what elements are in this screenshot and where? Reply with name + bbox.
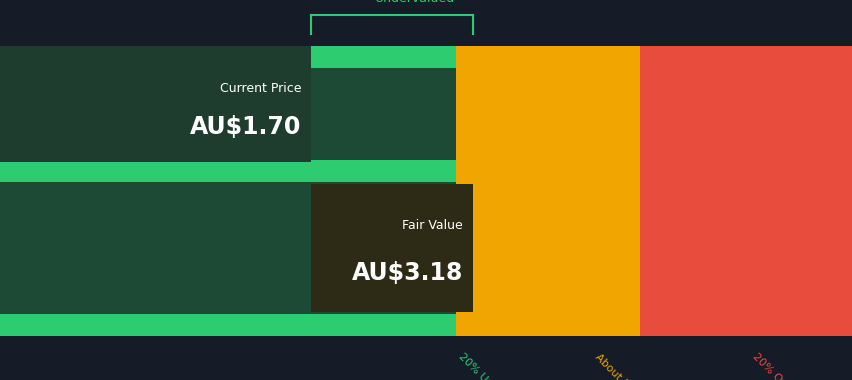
- Bar: [0, 46, 456, 68]
- Text: Undervalued: Undervalued: [375, 0, 455, 5]
- Bar: [456, 160, 639, 182]
- Text: AU$1.70: AU$1.70: [189, 115, 301, 139]
- Bar: [311, 184, 473, 312]
- Text: Fair Value: Fair Value: [402, 218, 463, 231]
- Bar: [0, 46, 311, 162]
- Bar: [456, 182, 639, 314]
- Bar: [456, 314, 639, 336]
- Bar: [639, 160, 852, 182]
- Text: 20% Undervalued: 20% Undervalued: [456, 352, 533, 380]
- Bar: [0, 160, 456, 182]
- Bar: [639, 182, 852, 314]
- Bar: [0, 182, 456, 314]
- Text: Current Price: Current Price: [219, 82, 301, 95]
- Bar: [456, 46, 639, 68]
- Bar: [639, 314, 852, 336]
- Bar: [639, 46, 852, 68]
- Bar: [0, 68, 456, 160]
- Bar: [639, 68, 852, 160]
- Bar: [0, 314, 456, 336]
- Text: 20% Overvalued: 20% Overvalued: [750, 352, 822, 380]
- Bar: [456, 68, 639, 160]
- Text: AU$3.18: AU$3.18: [351, 261, 463, 285]
- Text: About Right: About Right: [592, 352, 646, 380]
